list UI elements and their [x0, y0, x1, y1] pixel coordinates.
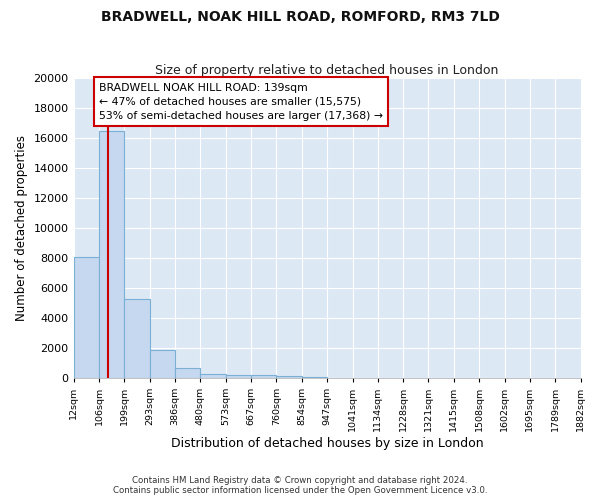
- Bar: [200, 374, 226, 378]
- Bar: [74, 256, 99, 378]
- Bar: [175, 368, 200, 378]
- Text: Contains HM Land Registry data © Crown copyright and database right 2024.
Contai: Contains HM Land Registry data © Crown c…: [113, 476, 487, 495]
- Bar: [226, 374, 251, 378]
- Bar: [150, 350, 175, 378]
- Bar: [302, 376, 327, 378]
- Bar: [251, 376, 277, 378]
- Y-axis label: Number of detached properties: Number of detached properties: [15, 135, 28, 321]
- Bar: [99, 130, 124, 378]
- Text: BRADWELL, NOAK HILL ROAD, ROMFORD, RM3 7LD: BRADWELL, NOAK HILL ROAD, ROMFORD, RM3 7…: [101, 10, 499, 24]
- Bar: [277, 376, 302, 378]
- Text: BRADWELL NOAK HILL ROAD: 139sqm
← 47% of detached houses are smaller (15,575)
53: BRADWELL NOAK HILL ROAD: 139sqm ← 47% of…: [99, 82, 383, 120]
- Title: Size of property relative to detached houses in London: Size of property relative to detached ho…: [155, 64, 499, 77]
- Bar: [124, 298, 150, 378]
- X-axis label: Distribution of detached houses by size in London: Distribution of detached houses by size …: [171, 437, 484, 450]
